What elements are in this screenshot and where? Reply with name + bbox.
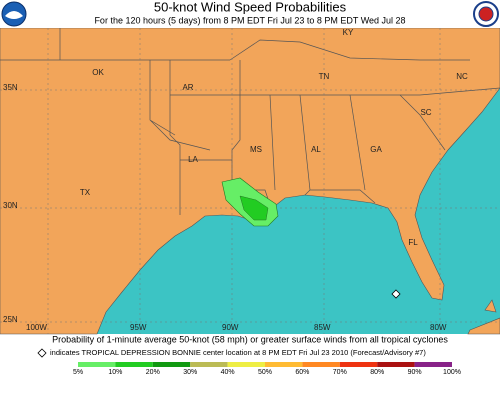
- lat-label: 25N: [3, 315, 18, 324]
- legend-swatch: [152, 362, 191, 367]
- legend-swatch: [227, 362, 265, 367]
- state-label: TN: [319, 72, 330, 81]
- state-label: SC: [420, 108, 431, 117]
- noaa-logo: [1, 1, 27, 27]
- marker-diamond: [391, 289, 401, 299]
- state-label: KY: [343, 28, 354, 37]
- legend-swatch: [377, 362, 415, 367]
- legend-label: 20%: [146, 369, 160, 376]
- map: KY OK AR TN NC SC MS AL GA LA TX FL 35N …: [0, 27, 500, 335]
- lon-label: 90W: [222, 323, 239, 332]
- land: [0, 27, 500, 335]
- legend-label: 40%: [221, 369, 235, 376]
- state-label: AR: [182, 83, 193, 92]
- state-label: GA: [370, 145, 382, 154]
- caption: Probability of 1-minute average 50-knot …: [52, 334, 448, 344]
- note-diamond: [37, 348, 47, 358]
- probability-area-inner: [239, 195, 269, 221]
- legend-label: 50%: [258, 369, 272, 376]
- legend-swatch: [302, 362, 340, 367]
- lon-label: 85W: [314, 323, 331, 332]
- state-label: NC: [456, 72, 468, 81]
- legend-label: 100%: [443, 369, 461, 376]
- lon-label: 80W: [430, 323, 447, 332]
- lat-label: 35N: [3, 83, 18, 92]
- legend-label: 70%: [333, 369, 347, 376]
- state-label: MS: [250, 145, 262, 154]
- legend: 5% 10% 20% 30% 40% 50% 60% 70% 80% 90% 100%: [73, 362, 461, 376]
- legend-swatch: [339, 362, 378, 367]
- legend-swatch: [78, 362, 116, 367]
- legend-swatch: [115, 362, 153, 367]
- state-label: OK: [92, 68, 104, 77]
- legend-label: 10%: [108, 369, 122, 376]
- state-label: FL: [408, 238, 418, 247]
- legend-label: 90%: [408, 369, 422, 376]
- subtitle: For the 120 hours (5 days) from 8 PM EDT…: [94, 15, 405, 25]
- lon-label: 100W: [26, 323, 47, 332]
- title: 50-knot Wind Speed Probabilities: [154, 0, 347, 14]
- legend-label: 5%: [73, 369, 83, 376]
- marker-note: indicates TROPICAL DEPRESSION BONNIE cen…: [50, 348, 426, 357]
- lon-label: 95W: [130, 323, 147, 332]
- legend-label: 80%: [370, 369, 384, 376]
- legend-swatch: [414, 362, 452, 367]
- legend-swatch: [190, 362, 228, 367]
- state-label: AL: [311, 145, 321, 154]
- legend-label: 30%: [183, 369, 197, 376]
- state-label: TX: [80, 188, 91, 197]
- legend-label: 60%: [295, 369, 309, 376]
- header-bg: [0, 0, 500, 28]
- legend-swatch: [265, 362, 303, 367]
- lat-label: 30N: [3, 201, 18, 210]
- nws-logo: [473, 1, 499, 27]
- state-label: LA: [188, 155, 198, 164]
